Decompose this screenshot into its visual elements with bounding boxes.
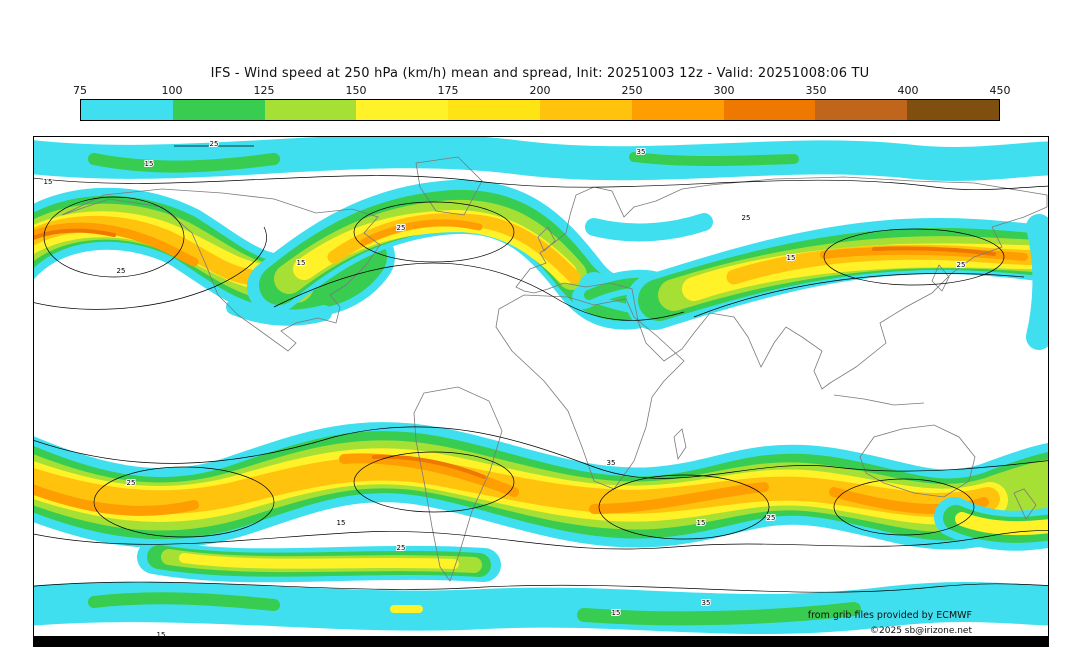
copyright-text: ©2025 sb@irizone.net [870, 626, 972, 636]
contour-value-label: 25 [957, 261, 966, 269]
colorbar-tick-label: 175 [437, 84, 459, 97]
page-title: IFS - Wind speed at 250 hPa (km/h) mean … [210, 66, 870, 81]
colorbar-segment [631, 100, 724, 120]
colorbar-tick-label: 450 [989, 84, 1011, 97]
coast-madagascar [673, 428, 687, 461]
contour-value-label: 15 [612, 609, 621, 617]
colorbar-tick-label: 75 [73, 84, 87, 97]
contour-value-label: 35 [637, 148, 646, 156]
contour-value-label: 25 [127, 479, 136, 487]
colorbar-tick-label: 300 [713, 84, 735, 97]
coast-new-zealand [1013, 488, 1037, 520]
colorbar-segment [264, 100, 357, 120]
contour-value-label: 25 [397, 224, 406, 232]
map-canvas: 25 15 35 25 15 25 15 25 15 25 25 15 25 35 15 25 35 15 15 [34, 137, 1048, 646]
attribution-text: from grib files provided by ECMWF [807, 610, 972, 621]
colorbar-segment [356, 100, 449, 120]
coast-eurasia [515, 176, 1048, 390]
colorbar-segment [172, 100, 265, 120]
colorbar-segment [723, 100, 816, 120]
coast-australia [859, 424, 976, 498]
colorbar-tick-label: 125 [253, 84, 275, 97]
colorbar-tick-label: 350 [805, 84, 827, 97]
world-wind-map: 25 15 35 25 15 25 15 25 15 25 25 15 25 35 15 25 35 15 15 f… [33, 136, 1049, 647]
wind-speed-bands [34, 137, 1048, 635]
contour-value-label: 25 [210, 140, 219, 148]
coast-south-america [413, 386, 503, 582]
contour-value-label: 35 [702, 599, 711, 607]
contour-value-label: 35 [607, 459, 616, 467]
colorbar-segment [81, 100, 173, 120]
contour-value-label: 15 [697, 519, 706, 527]
colorbar-segment [907, 100, 999, 120]
colorbar-segment [448, 100, 540, 120]
contour-value-label: 15 [157, 631, 166, 639]
colorbar-segment [815, 100, 908, 120]
spread-contours [34, 145, 1048, 593]
coast-north-america [61, 188, 381, 352]
contour-value-label: 25 [767, 514, 776, 522]
colorbar-tick-label: 400 [897, 84, 919, 97]
contour-value-label: 15 [44, 178, 53, 186]
coastlines [61, 156, 1048, 582]
contour-value-label: 15 [297, 259, 306, 267]
colorbar-tick-label: 250 [621, 84, 643, 97]
coast-africa [495, 294, 685, 490]
contour-value-label: 25 [117, 267, 126, 275]
colorbar-tick-labels: 75 100 125 150 175 200 250 300 350 400 450 [73, 84, 1011, 97]
coast-indonesia [833, 394, 925, 406]
contour-value-label: 25 [742, 214, 751, 222]
coast-greenland [415, 156, 483, 216]
coast-japan [931, 264, 950, 292]
colorbar-segment [539, 100, 632, 120]
antarctic-strip [34, 636, 1048, 646]
contour-labels: 25 15 35 25 15 25 15 25 15 25 25 15 25 35 15 25 35 15 15 [43, 139, 967, 640]
colorbar-tick-label: 100 [161, 84, 183, 97]
contour-value-label: 25 [397, 544, 406, 552]
coast-uk [537, 226, 556, 252]
colorbar-tick-label: 200 [529, 84, 551, 97]
colorbar-tick-label: 150 [345, 84, 367, 97]
contour-value-label: 15 [145, 160, 154, 168]
contour-value-label: 15 [337, 519, 346, 527]
contour-value-label: 15 [787, 254, 796, 262]
colorbar [80, 99, 1000, 121]
